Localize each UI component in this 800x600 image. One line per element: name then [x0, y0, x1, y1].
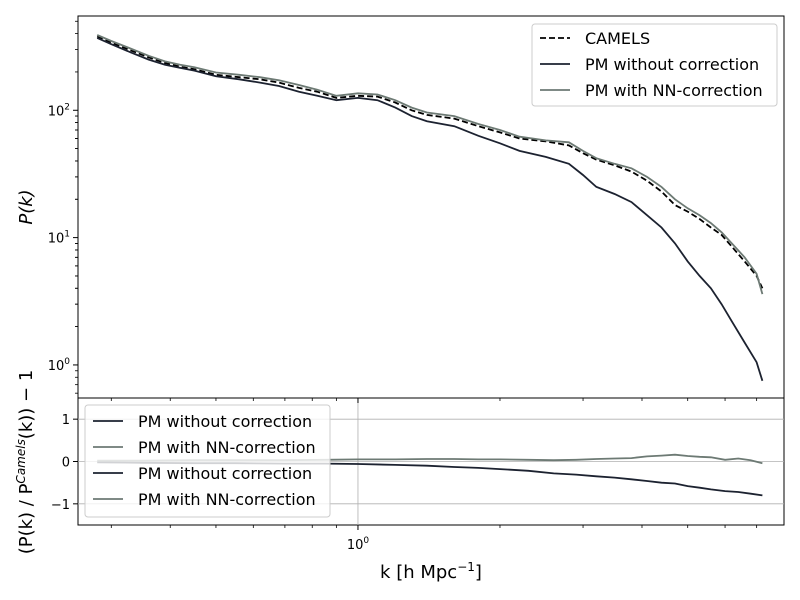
top-legend-box	[531, 23, 778, 107]
bottom-y-axis-label: (P(k) / PCamels(k)) − 1	[14, 370, 37, 555]
bottom-y-tick-label: −1	[51, 498, 70, 513]
bottom-legend-label: PM with NN-correction	[138, 490, 316, 509]
top-legend-label: CAMELS	[585, 29, 650, 48]
bottom-legend-label: PM without correction	[138, 464, 312, 483]
x-label-main: k [h Mpc	[380, 562, 457, 583]
bottom-y-label-sup: Camels	[14, 439, 28, 483]
bottom-legend-label: PM without correction	[138, 412, 312, 431]
bottom-x-tick-label: 100	[347, 536, 370, 553]
bottom-y-tick-label: 1	[62, 413, 70, 428]
top-legend: CAMELS PM without correction PM with NN-co…	[531, 23, 778, 107]
bottom-y-tick-label: 0	[62, 456, 70, 471]
bottom-axis-ticks: 1 0 −1 100	[51, 413, 758, 553]
bottom-legend: PM without correction PM with NN-correcti…	[84, 404, 331, 518]
bottom-y-label-main: (P(k) / P	[16, 483, 37, 554]
x-label-exp: −1	[457, 560, 475, 574]
top-y-axis-label: P(k)	[16, 189, 37, 224]
top-series-camels	[96, 35, 764, 289]
top-y-tick-label: 102	[48, 102, 70, 119]
top-y-tick-label: 101	[48, 230, 70, 247]
bottom-legend-box	[84, 404, 331, 518]
top-legend-label: PM with NN-correction	[585, 81, 763, 100]
top-legend-label: PM without correction	[585, 55, 759, 74]
top-axis-ticks: 100 101 102	[48, 20, 758, 403]
top-series-pm-without-correction	[96, 37, 764, 382]
top-series-lines	[96, 34, 764, 382]
bottom-y-label-tail: (k)) − 1	[16, 370, 37, 439]
top-series-pm-with-nn-correction	[96, 34, 764, 295]
top-y-tick-label: 100	[48, 357, 71, 374]
x-axis-label: k [h Mpc−1]	[380, 560, 482, 583]
bottom-legend-label: PM with NN-correction	[138, 438, 316, 457]
x-label-close: ]	[475, 562, 482, 583]
